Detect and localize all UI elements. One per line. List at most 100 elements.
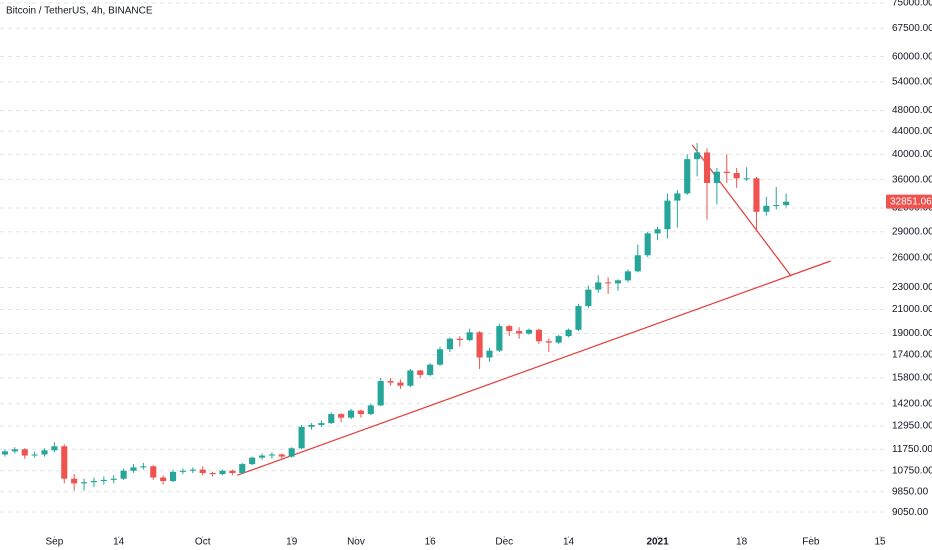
- candle-body: [278, 454, 285, 457]
- trendline: [237, 260, 831, 476]
- candle-body: [367, 405, 374, 415]
- candle-body: [150, 466, 157, 478]
- candle-body: [674, 193, 681, 201]
- y-tick-label: 14200.00: [892, 398, 932, 409]
- candle-body: [120, 470, 127, 479]
- candle-body: [644, 233, 651, 256]
- candle-body: [595, 282, 602, 290]
- y-tick-label: 12950.00: [892, 421, 932, 432]
- candle-body: [446, 338, 453, 350]
- y-tick-label: 9050.00: [892, 507, 929, 518]
- candle-body: [397, 382, 404, 386]
- x-tick-label: 15: [874, 537, 886, 548]
- candle-body: [684, 159, 691, 194]
- y-tick-label: 9850.00: [892, 486, 929, 497]
- candle-body: [654, 229, 661, 234]
- y-tick-label: 60000.00: [892, 51, 932, 62]
- candle-body: [308, 424, 315, 427]
- candle-body: [545, 341, 552, 343]
- candle-body: [614, 280, 622, 284]
- last-price-tag: [886, 194, 932, 209]
- candle-body: [456, 338, 463, 340]
- candle-body: [694, 152, 701, 160]
- y-tick-label: 75000.00: [892, 0, 932, 9]
- candle-body: [605, 282, 612, 284]
- x-tick-label: 16: [425, 537, 437, 548]
- candle-body: [71, 478, 78, 484]
- candle-body: [258, 455, 266, 458]
- candle-body: [407, 370, 414, 386]
- candle-body: [357, 410, 364, 415]
- candle-body: [169, 471, 177, 482]
- candle-body: [555, 336, 562, 343]
- y-tick-label: 36000.00: [892, 174, 932, 185]
- y-tick-label: 10750.00: [892, 465, 932, 476]
- y-tick-label: 44000.00: [892, 126, 932, 137]
- chart-title: Bitcoin / TetherUS, 4h, BINANCE: [6, 6, 153, 17]
- candle-body: [328, 414, 335, 424]
- last-price-label: 32851.06: [890, 196, 932, 207]
- y-tick-label: 23000.00: [892, 282, 932, 293]
- y-tick-label: 29000.00: [892, 226, 932, 237]
- candle-body: [703, 152, 711, 184]
- candle-body: [476, 332, 483, 358]
- candle-body: [506, 326, 513, 332]
- y-tick-label: 48000.00: [892, 105, 932, 116]
- candle-body: [51, 446, 58, 451]
- candle-body: [753, 178, 760, 212]
- candle-body: [239, 464, 246, 473]
- x-tick-label: 18: [736, 537, 748, 548]
- y-tick-label: 15800.00: [892, 373, 932, 384]
- candle-body: [41, 450, 48, 455]
- candle-body: [773, 205, 780, 207]
- candle-body: [160, 477, 167, 482]
- candle-body: [268, 454, 275, 456]
- candle-body: [249, 457, 256, 465]
- x-tick-label: Feb: [802, 537, 820, 548]
- candle-body: [535, 329, 542, 342]
- candle-body: [575, 306, 582, 330]
- candle-body: [100, 479, 107, 482]
- time-axis: [0, 531, 932, 550]
- candle-body: [565, 329, 572, 337]
- candle-body: [110, 478, 117, 480]
- candle-body: [516, 331, 523, 334]
- x-tick-label: 14: [113, 537, 125, 548]
- candle-body: [466, 332, 473, 340]
- y-tick-label: 54000.00: [892, 77, 932, 88]
- candle-body: [11, 449, 18, 452]
- candles: [1, 143, 790, 491]
- y-tick-label: 11750.00: [892, 444, 932, 455]
- candle-body: [61, 446, 68, 479]
- candle-body: [199, 469, 206, 473]
- x-tick-label: 19: [286, 537, 298, 548]
- candle-body: [783, 201, 790, 206]
- candle-body: [387, 381, 394, 383]
- candle-body: [179, 470, 186, 472]
- candle-body: [743, 178, 750, 180]
- candle-body: [21, 449, 28, 456]
- candle-body: [427, 364, 434, 375]
- y-tick-label: 19000.00: [892, 328, 932, 339]
- candle-body: [496, 326, 503, 351]
- x-tick-label: Oct: [195, 537, 211, 548]
- candle-body: [229, 470, 236, 473]
- candle-body: [763, 205, 770, 212]
- candle-body: [1, 451, 9, 455]
- candle-body: [288, 448, 295, 457]
- candle-body: [486, 350, 493, 358]
- price-axis: [885, 0, 932, 550]
- x-tick-label: Dec: [495, 537, 513, 548]
- candle-body: [723, 171, 730, 174]
- y-tick-label: 40000.00: [892, 149, 932, 160]
- candle-body: [713, 171, 720, 184]
- candle-body: [140, 466, 147, 468]
- candle-body: [31, 454, 38, 456]
- candle-body: [624, 271, 631, 281]
- y-tick-label: 26000.00: [892, 253, 932, 264]
- candle-body: [209, 472, 216, 475]
- candle-body: [80, 482, 88, 484]
- x-tick-label: 14: [563, 537, 575, 548]
